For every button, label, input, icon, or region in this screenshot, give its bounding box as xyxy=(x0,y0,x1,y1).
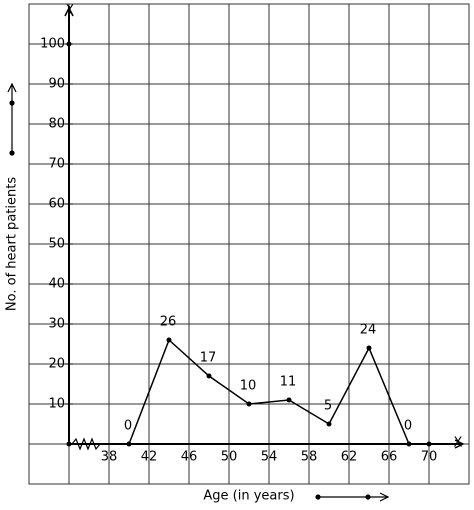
x-axis-arrow xyxy=(454,439,465,449)
x-tick-label: 66 xyxy=(381,450,398,465)
point xyxy=(406,441,412,447)
y-tick-label: 70 xyxy=(48,157,65,172)
y-tick-label: 60 xyxy=(48,197,65,212)
point xyxy=(126,441,132,447)
point xyxy=(286,397,292,403)
data-label: 17 xyxy=(200,351,217,366)
y-tick-label: 30 xyxy=(48,317,65,332)
x-axis-label: Age (in years) xyxy=(203,489,294,504)
point xyxy=(206,373,212,379)
y-tick-label: 20 xyxy=(48,357,65,372)
y-tick-label: 80 xyxy=(48,117,65,132)
x-tick-label: 70 xyxy=(421,450,438,465)
y-tick-label: 50 xyxy=(48,237,65,252)
data-label: 26 xyxy=(160,315,177,330)
y-tick-label: 100 xyxy=(40,37,65,52)
origin-dot xyxy=(66,441,72,447)
frequency-polygon xyxy=(128,338,410,445)
x-tick-label: 54 xyxy=(261,450,278,465)
y-axis-arrow xyxy=(64,6,74,17)
y-tick-label: 10 xyxy=(48,397,65,412)
y-tick-label: 90 xyxy=(48,77,65,92)
data-label: 24 xyxy=(360,323,377,338)
x-tick-label: 38 xyxy=(101,450,118,465)
data-label: 0 xyxy=(404,419,412,434)
point xyxy=(246,401,252,407)
data-label: 5 xyxy=(324,399,332,414)
data-label: 11 xyxy=(280,375,297,390)
x-tick-label: 46 xyxy=(181,450,198,465)
data-label: 10 xyxy=(240,379,257,394)
x-tick-label: 42 xyxy=(141,450,158,465)
x-end-dot xyxy=(426,441,432,447)
decor-arrow xyxy=(7,82,390,502)
point xyxy=(366,345,372,351)
data-label: 0 xyxy=(124,419,132,434)
point xyxy=(326,421,332,427)
x-tick-label: 50 xyxy=(221,450,238,465)
x-tick-label: 58 xyxy=(301,450,318,465)
point xyxy=(166,337,172,343)
y-axis-label: No. of heart patients xyxy=(5,177,20,311)
y-top-dot xyxy=(66,41,72,47)
y-tick-label: 40 xyxy=(48,277,65,292)
x-tick-label: 62 xyxy=(341,450,358,465)
